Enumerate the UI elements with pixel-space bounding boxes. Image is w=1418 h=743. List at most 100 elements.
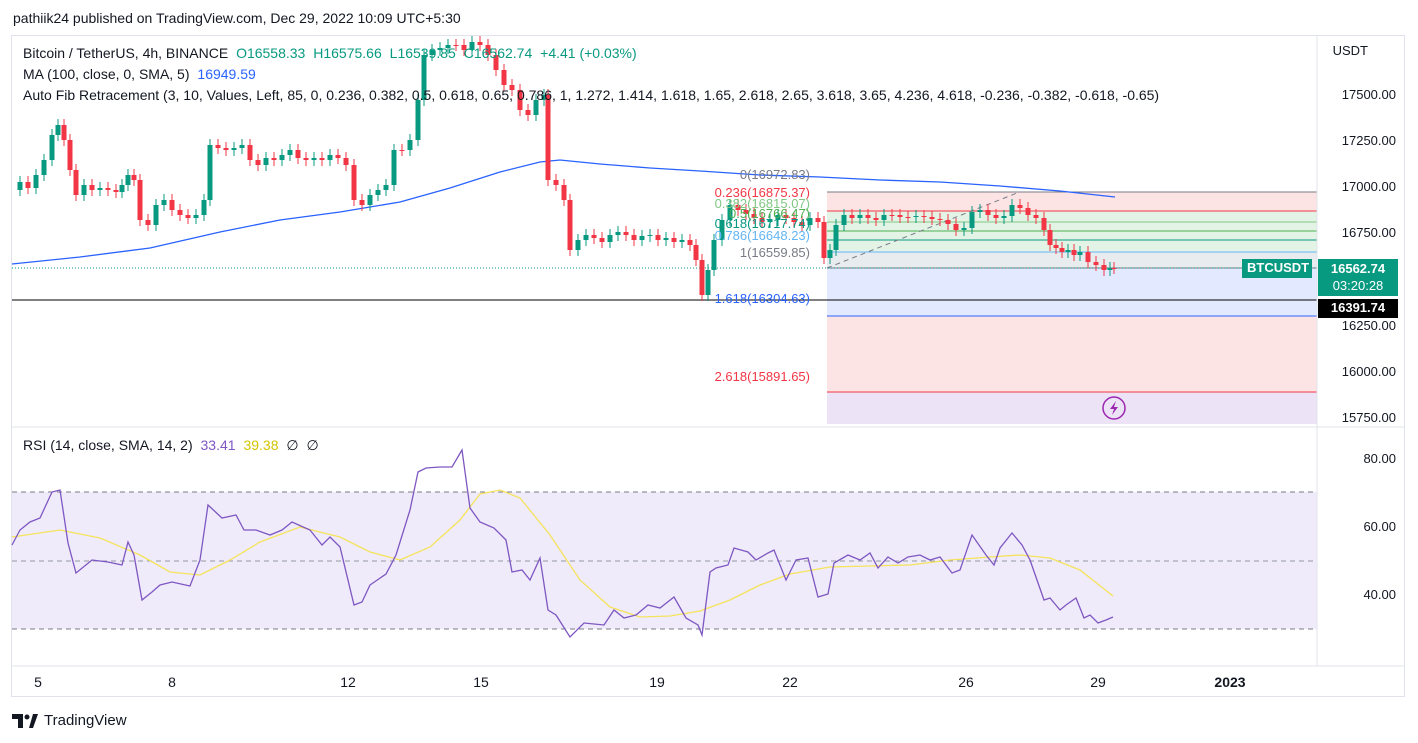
candle-body	[137, 180, 143, 220]
candle-body	[169, 200, 175, 210]
countdown-value: 03:20:28	[1332, 278, 1384, 293]
candle-body	[687, 240, 693, 245]
candle-body	[525, 110, 531, 115]
alert-icon[interactable]	[1102, 396, 1126, 420]
candle-body	[517, 90, 523, 110]
candle-body	[993, 215, 999, 218]
candle-body	[679, 240, 685, 242]
candle-body	[255, 160, 261, 165]
candle-body	[461, 45, 467, 50]
candle-body	[561, 185, 567, 200]
symbol-legend[interactable]: Bitcoin / TetherUS, 4h, BINANCE O16558.3…	[23, 45, 641, 61]
candle-body	[1001, 216, 1007, 218]
candle-body	[759, 218, 765, 222]
fib-level-label: 0.786(16648.23)	[714, 228, 810, 243]
candle-body	[1033, 215, 1039, 218]
candle-body	[131, 175, 137, 180]
tradingview-logo-icon	[12, 713, 38, 728]
fib-level-label: 0(16972.83)	[739, 167, 810, 182]
time-tick: 22	[782, 674, 798, 690]
candle-body	[25, 182, 31, 188]
fib-level-label: 0.236(16875.37)	[714, 185, 810, 200]
candle-body	[105, 188, 111, 190]
candle-body	[485, 45, 491, 55]
candle-body	[501, 70, 507, 85]
fib-legend[interactable]: Auto Fib Retracement (3, 10, Values, Lef…	[23, 87, 1163, 103]
ma-value: 16949.59	[197, 66, 256, 82]
candle-body	[815, 218, 821, 222]
candle-body	[399, 150, 405, 151]
candle-body	[303, 158, 309, 160]
candle-body	[61, 125, 67, 140]
fib-level-label: 2.618(15891.65)	[714, 369, 810, 384]
rsi-tick: 40.00	[1363, 587, 1396, 602]
candle-body	[263, 158, 269, 165]
candle-body	[599, 238, 605, 242]
candle-body	[533, 100, 539, 115]
candle-body	[977, 210, 983, 212]
candle-body	[319, 158, 325, 160]
candle-body	[1077, 252, 1083, 255]
price-tick: 16000.00	[1341, 364, 1396, 379]
rsi-pane	[11, 448, 1317, 639]
fib-level-label: 0.5(16766.47)	[729, 206, 810, 221]
candle-body	[1041, 218, 1047, 230]
candle-body	[567, 200, 573, 250]
candle-body	[359, 200, 365, 205]
candle-body	[1085, 252, 1091, 262]
candle-body	[453, 45, 459, 46]
candle-body	[865, 215, 871, 218]
candle-body	[295, 150, 301, 158]
candle-body	[177, 210, 183, 215]
candle-body	[821, 222, 827, 258]
price-tick: 16250.00	[1341, 318, 1396, 333]
candle-body	[541, 95, 547, 100]
candle-body	[727, 205, 733, 220]
candle-body	[383, 185, 389, 190]
rsi-legend[interactable]: RSI (14, close, SMA, 14, 2) 33.41 39.38 …	[23, 437, 323, 454]
candle-body	[913, 216, 919, 217]
candle-body	[545, 95, 551, 180]
time-tick: 12	[340, 674, 356, 690]
candle-body	[929, 217, 935, 219]
candle-body	[623, 232, 629, 235]
rsi-tick: 80.00	[1363, 451, 1396, 466]
candle-body	[415, 100, 421, 140]
candle-body	[639, 236, 645, 240]
candle-body	[73, 170, 79, 195]
candle-body	[287, 150, 293, 155]
rsi-value: 33.41	[200, 437, 236, 453]
candle-body	[671, 238, 677, 242]
candle-body	[271, 158, 277, 160]
price-tick: 17250.00	[1341, 133, 1396, 148]
ohlc-high: H16575.66	[313, 45, 382, 61]
candle-body	[849, 215, 855, 218]
candle-body	[615, 232, 621, 235]
time-tick: 19	[649, 674, 665, 690]
candle-body	[937, 219, 943, 220]
tradingview-brand: TradingView	[44, 712, 127, 729]
candle-body	[631, 235, 637, 240]
candle-body	[889, 215, 895, 216]
last-price-badge: 16562.74 03:20:28	[1318, 259, 1398, 296]
ohlc-open: O16558.33	[236, 45, 306, 61]
ma-legend[interactable]: MA (100, close, 0, SMA, 5) 16949.59	[23, 66, 260, 82]
candle-body	[607, 235, 613, 242]
candle-body	[279, 155, 285, 160]
candle-body	[583, 235, 589, 240]
candle-body	[193, 215, 199, 218]
tradingview-logo[interactable]: TradingView	[12, 712, 127, 729]
fib-level-label: 1(16559.85)	[739, 245, 810, 260]
candle-body	[699, 260, 705, 295]
candle-body	[1071, 250, 1077, 255]
candle-body	[89, 185, 95, 190]
candle-body	[647, 235, 653, 236]
candle-body	[921, 216, 927, 217]
candle-body	[735, 205, 741, 210]
price-tick: 15750.00	[1341, 410, 1396, 425]
candle-body	[881, 215, 887, 220]
rsi-label: RSI (14, close, SMA, 14, 2)	[23, 437, 193, 453]
candle-body	[509, 85, 515, 90]
rsi-ma-line	[11, 489, 1114, 618]
